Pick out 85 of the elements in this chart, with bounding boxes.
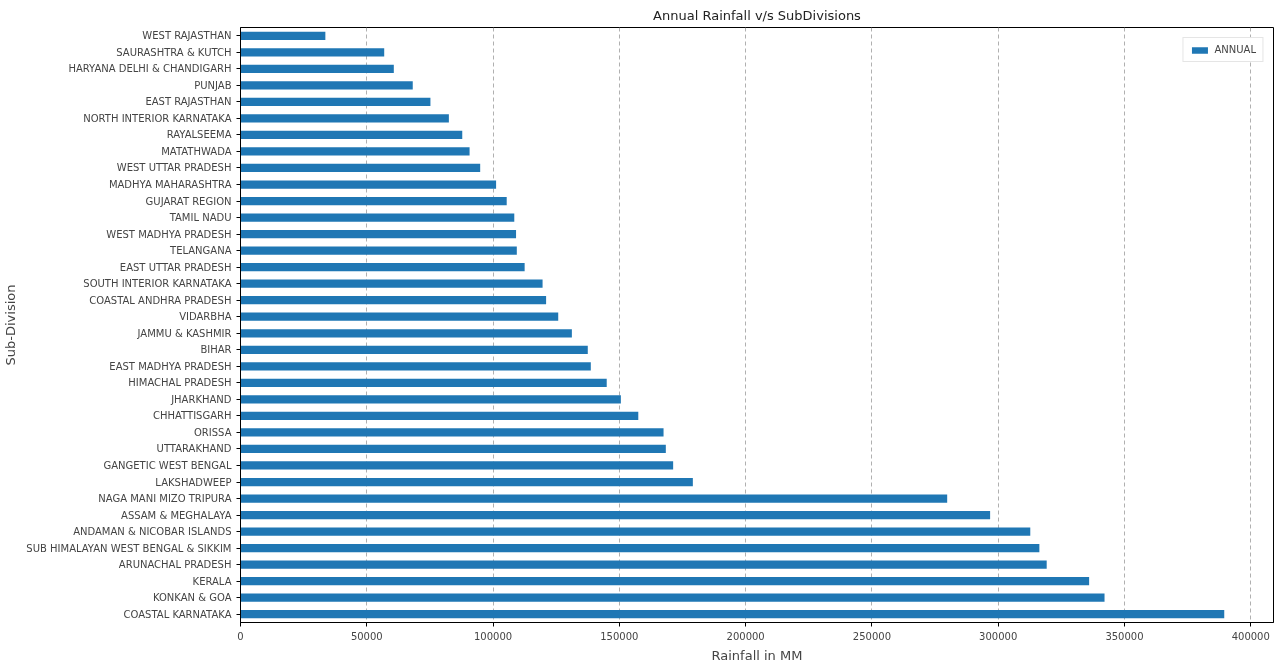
y-tick-label: RAYALSEEMA xyxy=(166,129,232,141)
bar xyxy=(240,130,463,140)
y-tick-label: ORISSA xyxy=(194,426,232,438)
bar xyxy=(240,196,507,206)
bar xyxy=(240,444,666,454)
bar xyxy=(240,329,572,338)
y-tick-label: HIMACHAL PRADESH xyxy=(128,377,232,389)
y-tick-label: JAMMU & KASHMIR xyxy=(136,327,232,339)
bar xyxy=(240,312,559,321)
y-tick-label: HARYANA DELHI & CHANDIGARH xyxy=(68,63,232,75)
x-tick-label: 50000 xyxy=(350,630,383,642)
bar xyxy=(240,279,543,288)
chart-title: Annual Rainfall v/s SubDivisions xyxy=(653,7,862,23)
y-axis-title: Sub-Division xyxy=(3,284,19,366)
y-tick-label: WEST UTTAR PRADESH xyxy=(116,162,232,174)
y-tick-label: KONKAN & GOA xyxy=(152,592,232,604)
bar xyxy=(240,48,385,57)
x-tick-label: 200000 xyxy=(726,630,765,642)
y-tick-label: TELANGANA xyxy=(169,245,232,257)
bar xyxy=(240,114,449,123)
bar xyxy=(240,494,948,503)
y-tick-label: WEST MADHYA PRADESH xyxy=(106,228,232,240)
bar xyxy=(240,461,674,470)
bar xyxy=(240,81,413,90)
y-tick-label: SOUTH INTERIOR KARNATAKA xyxy=(83,278,232,290)
x-tick-label: 300000 xyxy=(979,630,1018,642)
y-tick-label: ASSAM & MEGHALAYA xyxy=(121,509,232,521)
y-tick-label: ANDAMAN & NICOBAR ISLANDS xyxy=(73,526,232,538)
y-tick-label: GANGETIC WEST BENGAL xyxy=(103,459,232,471)
y-tick-label: SAURASHTRA & KUTCH xyxy=(116,46,232,58)
bar xyxy=(240,31,326,40)
y-tick-label: UTTARAKHAND xyxy=(156,443,232,455)
y-tick-label: MATATHWADA xyxy=(161,145,232,157)
y-tick-label: GUJARAT REGION xyxy=(145,195,232,207)
y-tick-label: EAST RAJASTHAN xyxy=(145,96,232,108)
y-tick-label: EAST UTTAR PRADESH xyxy=(119,261,232,273)
bar xyxy=(240,163,481,173)
y-tick-label: VIDARBHA xyxy=(179,311,232,323)
y-tick-label: KERALA xyxy=(192,575,232,587)
bar xyxy=(240,263,525,272)
x-tick-label: 350000 xyxy=(1105,630,1144,642)
bar xyxy=(240,428,664,437)
y-tick-label: LAKSHADWEEP xyxy=(155,476,232,488)
bar xyxy=(240,147,470,156)
bar xyxy=(240,345,588,354)
bar xyxy=(240,610,1225,619)
y-tick-label: NORTH INTERIOR KARNATAKA xyxy=(83,112,232,124)
legend-label: ANNUAL xyxy=(1214,44,1256,55)
y-tick-label: TAMIL NADU xyxy=(168,212,232,224)
x-axis-title: Rainfall in MM xyxy=(711,647,803,663)
bar xyxy=(240,543,1040,553)
bar xyxy=(240,180,497,189)
y-tick-label: JHARKHAND xyxy=(170,393,232,405)
y-tick-label: MADHYA MAHARASHTRA xyxy=(108,179,232,191)
x-tick-label: 0 xyxy=(237,630,244,642)
bar xyxy=(240,246,517,255)
bar xyxy=(240,296,547,305)
bar xyxy=(240,527,1031,536)
y-tick-label: COASTAL KARNATAKA xyxy=(123,608,232,620)
bar xyxy=(240,577,1090,586)
y-tick-label: NAGA MANI MIZO TRIPURA xyxy=(98,493,232,505)
x-tick-label: 150000 xyxy=(600,630,639,642)
bar xyxy=(240,64,394,73)
y-tick-label: WEST RAJASTHAN xyxy=(142,30,232,42)
bar xyxy=(240,560,1047,569)
y-tick-label: PUNJAB xyxy=(194,79,232,91)
x-tick-label: 250000 xyxy=(852,630,892,642)
x-tick-label: 100000 xyxy=(473,630,513,642)
bar xyxy=(240,395,621,404)
y-tick-label: SUB HIMALAYAN WEST BENGAL & SIKKIM xyxy=(26,542,232,554)
y-tick-label: ARUNACHAL PRADESH xyxy=(118,559,232,571)
bar xyxy=(240,411,639,421)
bar xyxy=(240,97,431,107)
bar xyxy=(240,593,1105,602)
y-tick-label: EAST MADHYA PRADESH xyxy=(109,360,232,372)
bar xyxy=(240,477,693,487)
x-tick-label: 400000 xyxy=(1231,630,1270,642)
bar xyxy=(240,510,991,520)
y-tick-label: CHHATTISGARH xyxy=(153,410,232,422)
bar xyxy=(240,378,607,387)
y-tick-label: BIHAR xyxy=(200,344,232,356)
bar xyxy=(240,362,591,371)
y-tick-label: COASTAL ANDHRA PRADESH xyxy=(89,294,232,306)
bar xyxy=(240,229,517,239)
bar xyxy=(240,213,515,222)
